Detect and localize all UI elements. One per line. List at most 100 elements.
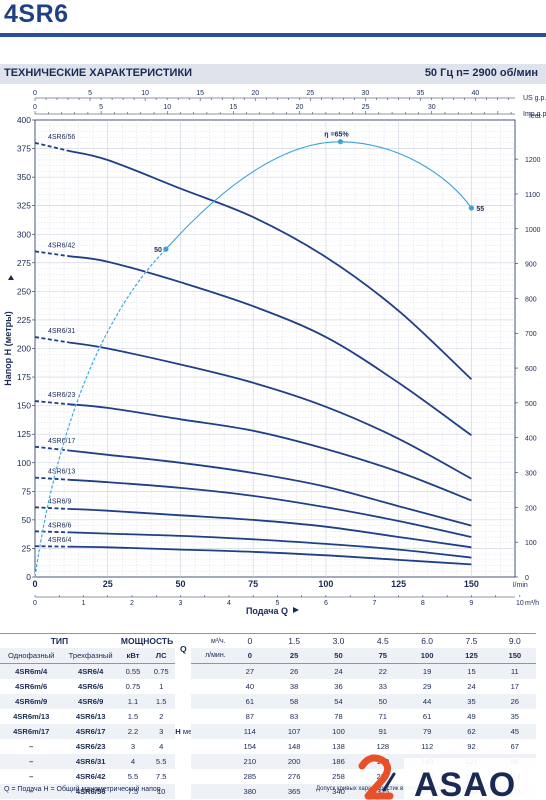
power-hp: 0.75	[147, 663, 176, 679]
frequency-label: 50 Гц n= 2900 об/мин	[424, 67, 538, 79]
x-tick-label: 25	[103, 579, 113, 589]
curve-dashed-4sr6-9	[34, 506, 70, 510]
us-axis-label: US g.p.m.	[523, 95, 546, 102]
m3h-tick-label: 3	[179, 600, 183, 607]
q-m3h-2: 3.0	[316, 633, 361, 648]
head-value: 61	[227, 694, 272, 709]
table-row: 4SR6m/13 4SR6/13 1.5 2 87 83 78 71 61 49 35	[0, 709, 536, 724]
power-kw: 0.75	[118, 679, 148, 694]
power-hp: 1.5	[147, 694, 176, 709]
efficiency-curve-dashed	[34, 248, 167, 578]
head-value: 71	[360, 709, 405, 724]
y-axis-arrow	[8, 275, 14, 280]
curve-4sr6-23	[69, 403, 472, 502]
power-kw: 2.2	[118, 724, 148, 739]
head-value: 79	[404, 724, 450, 739]
head-value: 27	[227, 663, 272, 679]
row-spacer	[191, 694, 228, 709]
m3h-tick-label: 9	[469, 600, 473, 607]
feet-tick-label: 1100	[525, 192, 540, 199]
m3h-tick-label: 8	[421, 600, 425, 607]
power-kw: 7.5	[118, 784, 148, 799]
efficiency-point	[163, 246, 169, 252]
kw-header: кВт	[118, 648, 148, 664]
head-value: 138	[316, 739, 361, 754]
head-value: 78	[316, 709, 361, 724]
footnote: Q = Подача H = Общий манометрический нап…	[4, 786, 161, 793]
power-hp: 4	[147, 739, 176, 754]
row-spacer	[191, 739, 228, 754]
q-lmin-6: 150	[493, 648, 536, 664]
x-tick-label: 125	[391, 579, 406, 589]
m3h-tick-label: 5	[275, 600, 279, 607]
m3h-tick-label: 6	[324, 600, 328, 607]
single-phase-model: –	[0, 739, 63, 754]
feet-tick-label: 900	[525, 262, 537, 269]
single-phase-header: Однофазный	[0, 648, 63, 664]
m3h-tick-label: 10	[516, 600, 524, 607]
head-value: 83	[271, 709, 317, 724]
curve-dashed-4sr6-23	[34, 400, 70, 406]
h-label: H метры	[175, 663, 192, 799]
y-tick-label: 25	[22, 543, 32, 553]
feet-tick-label: 700	[525, 331, 537, 338]
feet-tick-label: 400	[525, 436, 537, 443]
row-spacer	[191, 724, 228, 739]
row-spacer	[191, 784, 228, 799]
table-subheader-row: Однофазный Трехфазный кВт ЛС л/мин. 0 25…	[0, 648, 536, 664]
feet-axis-label: feet	[529, 113, 541, 120]
table-row: 4SR6m/6 4SR6/6 0.75 1 40 38 36 33 29 24 17	[0, 679, 536, 694]
y-tick-label: 150	[17, 401, 31, 411]
curve-4sr6-4	[69, 545, 472, 566]
us-tick-label: 30	[361, 90, 369, 97]
head-value: 36	[316, 679, 361, 694]
h-letter: H	[175, 726, 181, 736]
curve-dashed-4sr6-4	[34, 545, 70, 548]
q-m3h-1: 1.5	[271, 633, 317, 648]
q-m3h-5: 7.5	[449, 633, 494, 648]
us-tick-label: 25	[306, 90, 314, 97]
title-rule	[0, 33, 546, 37]
curve-dashed-4sr6-56	[34, 141, 71, 152]
y-axis-label: Напор H (метры)	[3, 311, 13, 386]
h-units: метры	[182, 726, 192, 736]
curve-label: 4SR6/13	[48, 469, 75, 476]
single-phase-model: 4SR6m/4	[0, 663, 63, 679]
power-kw: 1.5	[118, 709, 148, 724]
imp-tick-label: 10	[163, 104, 171, 111]
y-tick-label: 125	[17, 429, 31, 439]
y-tick-label: 400	[17, 115, 31, 125]
x-axis-arrow	[293, 607, 299, 613]
head-value: 58	[271, 694, 317, 709]
head-value: 38	[271, 679, 317, 694]
logo-text: ASAO	[414, 766, 516, 800]
us-tick-label: 20	[251, 90, 259, 97]
head-value: 112	[404, 739, 450, 754]
q-lmin-2: 50	[316, 648, 361, 664]
head-value: 365	[271, 784, 317, 799]
power-hp: 5.5	[147, 754, 176, 769]
spec-title: ТЕХНИЧЕСКИЕ ХАРАКТЕРИСТИКИ	[4, 67, 193, 79]
row-spacer	[191, 679, 228, 694]
three-phase-model: 4SR6/17	[62, 724, 119, 739]
table-row: 4SR6m/9 4SR6/9 1.1 1.5 61 58 54 50 44 35 26	[0, 694, 536, 709]
head-value: 40	[227, 679, 272, 694]
power-kw: 5.5	[118, 769, 148, 784]
y-tick-label: 275	[17, 258, 31, 268]
curve-4sr6-9	[69, 508, 472, 549]
curve-label: 4SR6/23	[48, 392, 75, 399]
y-tick-label: 175	[17, 372, 31, 382]
curve-dashed-4sr6-6	[34, 530, 70, 534]
three-phase-model: 4SR6/6	[62, 679, 119, 694]
head-value: 100	[316, 724, 361, 739]
efficiency-point	[337, 139, 344, 145]
single-phase-model: –	[0, 754, 63, 769]
single-phase-model: –	[0, 784, 63, 799]
type-header: ТИП	[0, 633, 119, 648]
power-header: МОЩНОСТЬ	[118, 633, 176, 648]
q-lmin-3: 75	[360, 648, 405, 664]
feet-tick-label: 300	[525, 471, 537, 478]
q-m3h-0: 0	[227, 633, 272, 648]
power-hp: 7.5	[147, 769, 176, 784]
y-tick-label: 100	[17, 458, 31, 468]
